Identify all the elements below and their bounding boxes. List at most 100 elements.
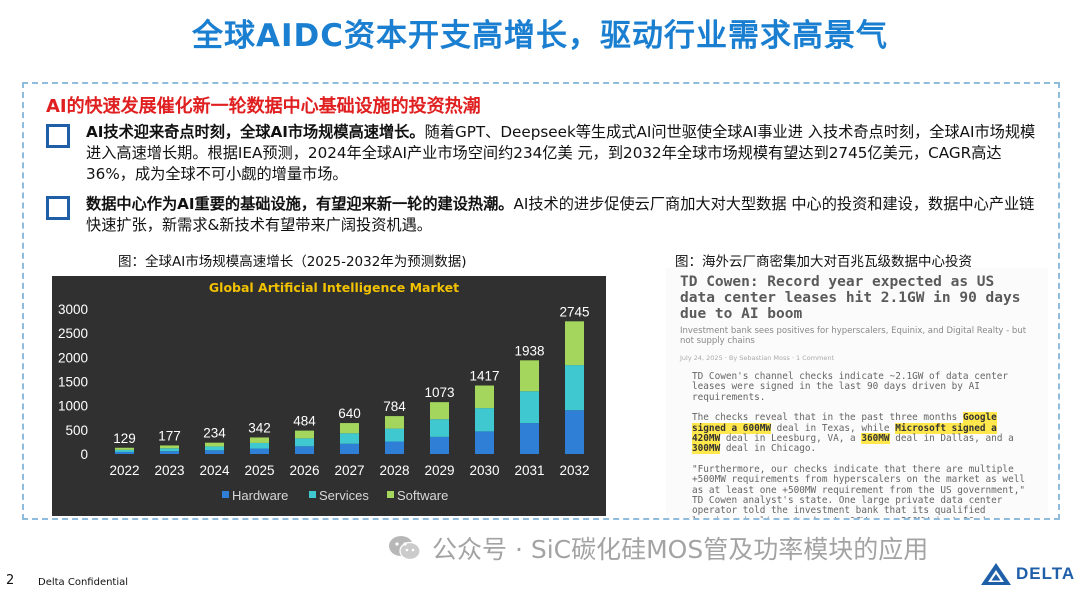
x-tick-label: 2028 <box>379 463 409 478</box>
text-span: deal in Texas, while <box>771 422 896 434</box>
highlight-300mw: 300MW <box>692 443 721 455</box>
legend-label-services: Services <box>319 488 369 503</box>
page-number: 2 <box>6 573 15 588</box>
bar-segment-hardware <box>250 448 269 454</box>
x-tick-label: 2025 <box>244 463 274 478</box>
bar-segment-software <box>250 437 269 443</box>
x-tick-label: 2030 <box>469 463 499 478</box>
bar-value-label: 784 <box>383 399 406 414</box>
bar-segment-services <box>475 408 494 432</box>
bar-value-label: 640 <box>338 406 361 421</box>
news-article-screenshot: TD Cowen: Record year expected as US dat… <box>666 268 1048 518</box>
bar-value-label: 1073 <box>424 385 454 400</box>
article-caption: 图：海外云厂商密集加大对百兆瓦级数据中心投资 <box>675 254 972 270</box>
article-subtitle: Investment bank sees positives for hyper… <box>680 326 1027 346</box>
x-tick-label: 2027 <box>334 463 364 478</box>
bar-value-label: 1417 <box>469 369 499 384</box>
bar-segment-hardware <box>520 423 539 454</box>
y-tick-label: 1000 <box>58 399 88 414</box>
x-tick-label: 2029 <box>424 463 454 478</box>
bar-segment-hardware <box>565 410 584 454</box>
bar-segment-software <box>160 445 179 449</box>
legend-swatch-software <box>387 491 394 498</box>
bar-segment-services <box>340 433 359 444</box>
bar-segment-services <box>430 419 449 437</box>
bullet-body: 随着GPT、Deepseek等生成式AI问世驱使全球AI事业进 入技术奇点时刻，… <box>86 123 1036 183</box>
bar-segment-software <box>430 402 449 420</box>
bar-segment-services <box>520 391 539 424</box>
bar-segment-services <box>115 449 134 452</box>
confidential-label: Delta Confidential <box>38 577 129 588</box>
bar-segment-hardware <box>430 436 449 454</box>
bar-value-label: 2745 <box>559 304 589 319</box>
text-span: The checks reveal that in the past three… <box>692 412 963 424</box>
chart-svg: Global Artificial Intelligence Market 0 50… <box>58 280 590 503</box>
y-tick-label: 2500 <box>58 326 88 341</box>
y-tick-label: 2000 <box>58 350 88 365</box>
y-tick-label: 500 <box>65 423 88 438</box>
bullet-text: AI技术迎来奇点时刻，全球AI市场规模高速增长。随着GPT、Deepseek等生… <box>86 122 1038 185</box>
bar-segment-hardware <box>295 446 314 454</box>
article-paragraph-1: TD Cowen's channel checks indicate ~2.1G… <box>692 371 1009 403</box>
bar-segment-software <box>565 321 584 366</box>
bar-segment-services <box>565 365 584 411</box>
bar-segment-hardware <box>475 431 494 454</box>
text-span: deal in Dallas, and a <box>889 433 1014 445</box>
article-paragraph-3: "Furthermore, our checks indicate that t… <box>692 463 1026 518</box>
bar-segment-services <box>160 448 179 452</box>
x-tick-label: 2031 <box>514 463 544 478</box>
wechat-icon <box>389 536 421 561</box>
bar-segment-software <box>475 385 494 409</box>
bar-segment-hardware <box>205 450 224 454</box>
x-tick-label: 2023 <box>154 463 184 478</box>
y-tick-label: 1500 <box>58 375 88 390</box>
bar-segment-services <box>205 446 224 451</box>
bar-segment-hardware <box>340 443 359 454</box>
x-tick-label: 2026 <box>289 463 319 478</box>
bar-value-label: 484 <box>293 414 316 429</box>
checkbox-icon <box>46 124 70 148</box>
bar-value-label: 234 <box>203 426 226 441</box>
bullet-body: AI技术的进步促使云厂商加大对大型数据 中心的投资和建设，数据中心产业链快速扩张… <box>86 195 1035 234</box>
bar-segment-hardware <box>385 441 404 454</box>
bullet-data-center: 数据中心作为AI重要的基础设施，有望迎来新一轮的建设热潮。AI技术的进步促使云厂… <box>46 194 1038 236</box>
bar-value-label: 129 <box>113 431 136 446</box>
bar-segment-hardware <box>115 451 134 454</box>
bullet-bold: AI技术迎来奇点时刻，全球AI市场规模高速增长。 <box>86 123 425 141</box>
bullet-text: 数据中心作为AI重要的基础设施，有望迎来新一轮的建设热潮。AI技术的进步促使云厂… <box>86 194 1038 236</box>
bar-segment-services <box>295 438 314 447</box>
bar-segment-services <box>385 428 404 442</box>
section-headline: AI的快速发展催化新一轮数据中心基础设施的投资热潮 <box>46 96 481 117</box>
delta-logo-text: DELTA <box>1016 564 1076 583</box>
article-paragraph-2: The checks reveal that in the past three… <box>692 412 1030 455</box>
text-span: deal in Leesburg, VA, a <box>720 433 862 445</box>
x-tick-label: 2024 <box>199 463 230 478</box>
bar-segment-software <box>385 416 404 429</box>
chart-caption: 图：全球AI市场规模高速增长（2025-2032年为预测数据) <box>118 254 467 270</box>
slide-title: 全球AIDC资本开支高增长，驱动行业需求高景气 <box>191 18 888 54</box>
content-box: AI的快速发展催化新一轮数据中心基础设施的投资热潮 AI技术迎来奇点时刻，全球A… <box>22 82 1060 520</box>
highlight-360mw: 360MW <box>861 433 890 445</box>
ai-market-chart: Global Artificial Intelligence Market 0 50… <box>52 276 606 516</box>
checkbox-icon <box>46 196 70 220</box>
legend-swatch-services <box>309 491 316 498</box>
bullet-ai-market: AI技术迎来奇点时刻，全球AI市场规模高速增长。随着GPT、Deepseek等生… <box>46 122 1038 185</box>
bar-segment-services <box>250 442 269 449</box>
bar-segment-software <box>295 430 314 439</box>
bar-segment-software <box>115 447 134 450</box>
watermark: 公众号 · SiC碳化硅MOS管及功率模块的应用 <box>388 530 928 566</box>
bar-value-label: 342 <box>248 420 271 435</box>
legend-label-software: Software <box>397 488 448 503</box>
y-tick-label: 0 <box>80 447 88 462</box>
x-tick-label: 2022 <box>109 463 139 478</box>
article-title: TD Cowen: Record year expected as US dat… <box>680 274 1021 322</box>
x-tick-label: 2032 <box>559 463 589 478</box>
bullet-bold: 数据中心作为AI重要的基础设施，有望迎来新一轮的建设热潮。 <box>86 195 514 213</box>
delta-triangle-icon <box>981 563 1011 585</box>
watermark-text: 公众号 · SiC碳化硅MOS管及功率模块的应用 <box>432 535 929 564</box>
bar-value-label: 177 <box>158 428 181 443</box>
bar-segment-software <box>520 360 539 392</box>
legend-swatch-hardware <box>222 491 229 498</box>
chart-title: Global Artificial Intelligence Market <box>209 280 459 295</box>
delta-logo: DELTA <box>980 562 1075 586</box>
